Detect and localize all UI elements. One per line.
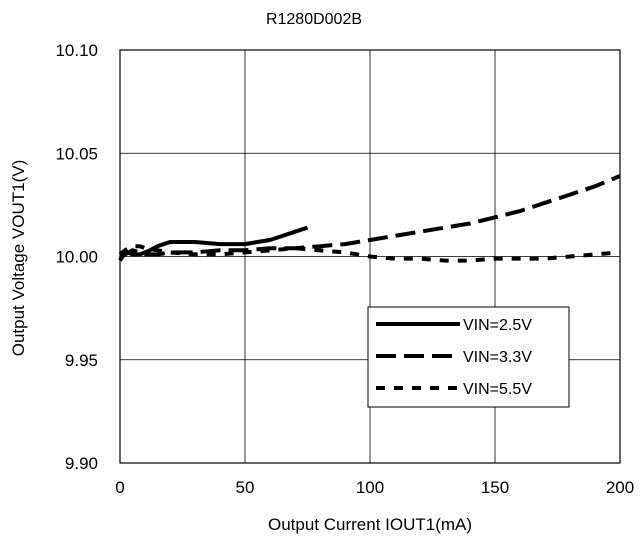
series-group	[118, 174, 621, 263]
x-tick-label: 50	[236, 478, 255, 497]
legend-label-vin-3-3v: VIN=3.3V	[463, 349, 532, 366]
y-tick-label: 9.90	[65, 454, 98, 473]
legend-label-vin-2-5v: VIN=2.5V	[463, 317, 532, 334]
series-line-vin-3-3v	[118, 174, 621, 261]
y-axis-label: Output Voltage VOUT1(V)	[9, 160, 28, 357]
series-line-vin-2-5v	[118, 225, 309, 262]
legend-label-vin-5-5v: VIN=5.5V	[463, 381, 532, 398]
x-tick-labels: 0 50 100 150 200	[115, 478, 634, 497]
y-tick-label: 10.05	[55, 144, 98, 163]
x-tick-label: 100	[356, 478, 384, 497]
x-tick-label: 0	[115, 478, 124, 497]
chart-title: R1280D002B	[266, 11, 362, 28]
y-tick-labels: 10.10 10.05 10.00 9.95 9.90	[55, 41, 98, 473]
series-line-vin-5-5v	[118, 244, 621, 263]
x-tick-label: 200	[606, 478, 634, 497]
y-tick-label: 10.10	[55, 41, 98, 60]
x-tick-label: 150	[481, 478, 509, 497]
y-tick-label: 9.95	[65, 351, 98, 370]
x-axis-label: Output Current IOUT1(mA)	[268, 515, 472, 534]
y-tick-label: 10.00	[55, 248, 98, 267]
legend: VIN=2.5V VIN=3.3V VIN=5.5V	[367, 306, 570, 408]
